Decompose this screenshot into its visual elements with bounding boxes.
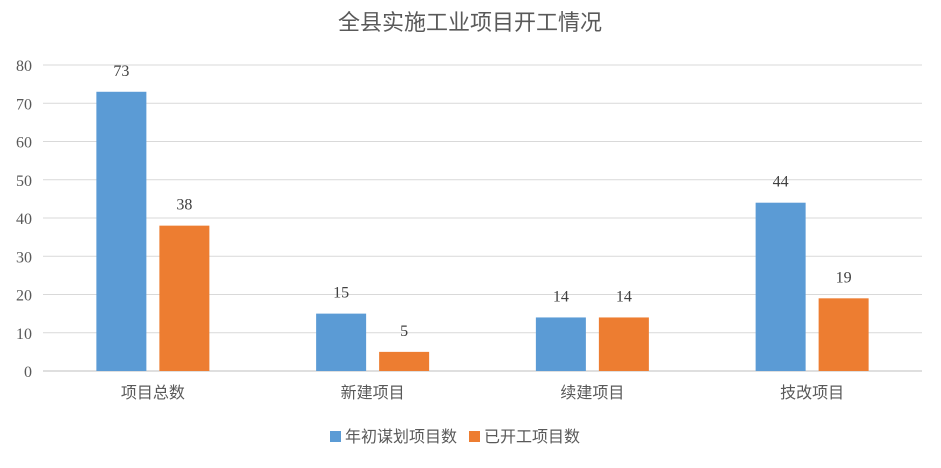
- y-tick-label: 10: [16, 326, 32, 343]
- bar: [379, 351, 430, 371]
- data-label: 38: [176, 197, 192, 214]
- data-label: 14: [616, 288, 632, 305]
- y-tick-label: 80: [16, 58, 32, 75]
- bar: [755, 202, 806, 371]
- bars: [96, 91, 869, 372]
- y-tick-label: 0: [24, 364, 32, 381]
- bar: [818, 298, 869, 371]
- data-label: 14: [553, 288, 569, 305]
- bar: [96, 91, 147, 372]
- x-axis: 项目总数 新建项目 续建项目 技改项目: [121, 384, 844, 402]
- data-label: 5: [400, 323, 408, 340]
- y-tick-label: 50: [16, 173, 32, 190]
- legend-label: 已开工项目数: [484, 428, 580, 446]
- x-tick-label: 新建项目: [341, 384, 405, 402]
- bar: [316, 313, 367, 371]
- legend-swatch: [330, 431, 341, 442]
- chart-title: 全县实施工业项目开工情况: [338, 10, 602, 35]
- bar: [535, 317, 586, 371]
- bar: [598, 317, 649, 371]
- y-tick-label: 40: [16, 211, 32, 228]
- y-tick-label: 70: [16, 96, 32, 113]
- y-axis: 0 10 20 30 40 50 60 70 80: [16, 58, 32, 381]
- legend-swatch: [469, 431, 480, 442]
- data-labels: 73 38 15 5 14 14 44 19: [113, 63, 851, 340]
- legend-label: 年初谋划项目数: [345, 428, 457, 446]
- data-label: 44: [773, 174, 789, 191]
- data-label: 15: [333, 285, 349, 302]
- data-label: 19: [836, 269, 852, 286]
- data-label: 73: [113, 63, 129, 80]
- y-tick-label: 30: [16, 249, 32, 266]
- x-tick-label: 续建项目: [560, 384, 624, 402]
- x-tick-label: 技改项目: [780, 384, 844, 402]
- y-tick-label: 20: [16, 288, 32, 305]
- legend: 年初谋划项目数 已开工项目数: [330, 428, 580, 446]
- x-tick-label: 项目总数: [121, 384, 185, 402]
- y-tick-label: 60: [16, 135, 32, 152]
- bar: [159, 225, 210, 371]
